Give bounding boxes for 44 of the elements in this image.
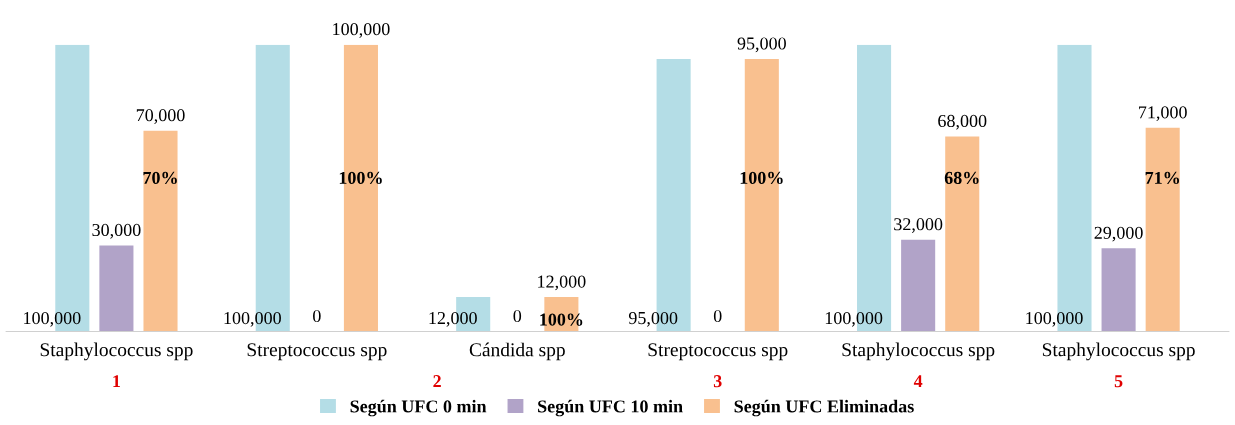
x-tick-label: Staphylococcus spp — [842, 342, 995, 361]
data-label: 100,000 — [24, 311, 81, 327]
data-label: 70,000 — [136, 109, 185, 124]
x-tick-label: Streptococcus spp — [247, 343, 387, 361]
data-label: 0 — [713, 309, 722, 323]
x-tick-label: Streptococcus spp — [648, 343, 788, 361]
data-label: 32,000 — [894, 218, 943, 233]
bar — [1101, 248, 1136, 332]
bar — [945, 136, 980, 332]
data-label: 0 — [513, 309, 522, 323]
x-tick-label: Staphylococcus spp — [40, 342, 193, 361]
data-label: 30,000 — [92, 223, 141, 239]
data-label: 71,000 — [1139, 106, 1187, 122]
data-label: 100,000 — [1026, 311, 1083, 327]
x-tick-label: Staphylococcus spp — [1042, 342, 1195, 361]
bar — [143, 130, 178, 332]
data-label: 12,000 — [429, 311, 477, 327]
annotation: 68% — [944, 171, 979, 185]
text: 1 — [113, 375, 120, 388]
data-label: 100,000 — [224, 311, 281, 327]
data-label: 95,000 — [737, 37, 786, 53]
annotation: 70% — [143, 171, 177, 185]
annotation: 100% — [740, 171, 783, 185]
annotation: 100% — [540, 313, 583, 326]
data-label: 95,000 — [628, 311, 678, 327]
bar — [99, 245, 134, 332]
data-label: 100,000 — [333, 23, 390, 38]
data-label: 0 — [313, 309, 321, 323]
text: 3 — [713, 375, 722, 388]
bar — [1145, 127, 1180, 332]
text: 2 — [433, 375, 441, 388]
annotation: 71% — [1145, 171, 1180, 185]
legend-label: Según UFC Eliminadas — [734, 399, 914, 417]
legend-label: Según UFC 10 min — [538, 399, 683, 417]
data-label: 68,000 — [938, 114, 987, 130]
annotation: 100% — [339, 171, 382, 185]
bar — [901, 239, 936, 332]
legend-label: Según UFC 0 min — [350, 399, 487, 417]
data-label: 12,000 — [538, 275, 586, 291]
data-label: 29,000 — [1094, 226, 1143, 242]
text: 5 — [1114, 375, 1123, 388]
data-label: 100,000 — [825, 311, 883, 327]
x-tick-label: Cándida spp — [469, 342, 565, 361]
text: 4 — [913, 375, 923, 388]
